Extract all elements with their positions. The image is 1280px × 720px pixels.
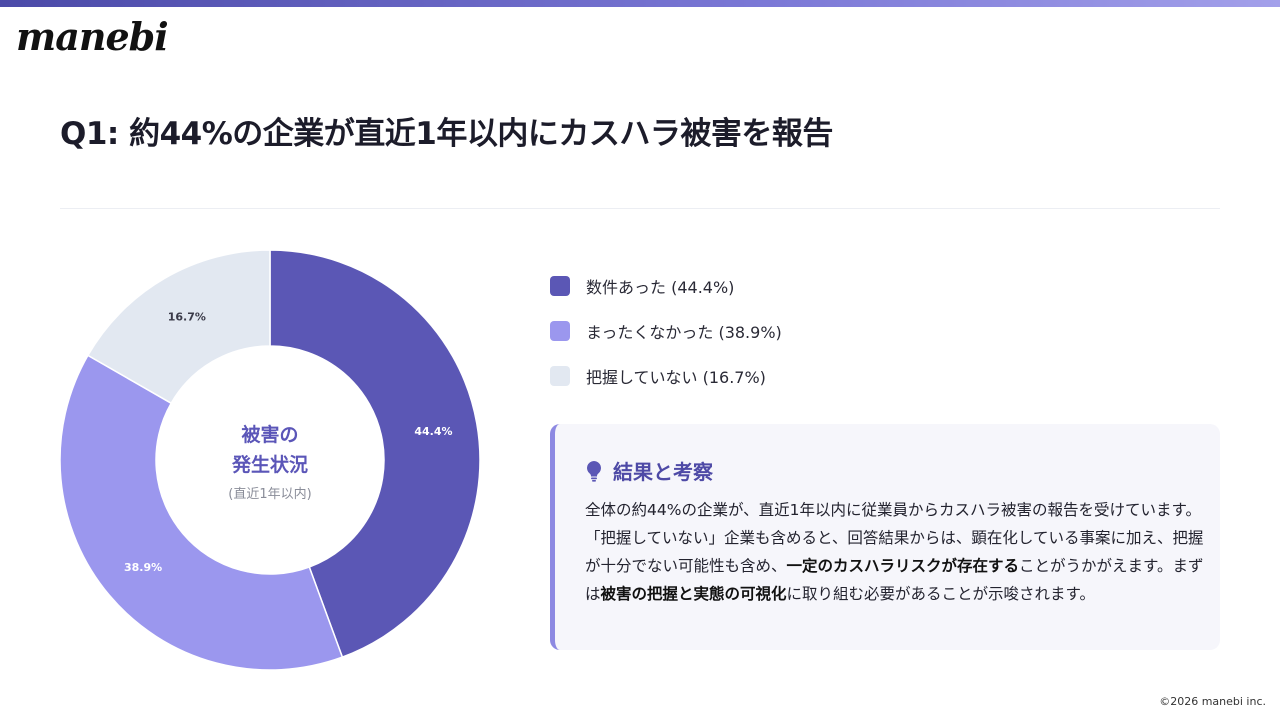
chart-center-title-line2: 発生状況 (231, 454, 308, 476)
insight-emphasis: 被害の把握と実態の可視化 (600, 585, 787, 603)
insight-text: に取り組む必要があることが示唆されます。 (786, 585, 1095, 603)
chart-legend: 数件あった (44.4%) まったくなかった (38.9%) 把握していない (… (550, 272, 782, 407)
slice-data-label: 16.7% (168, 310, 206, 323)
copyright: ©2026 manebi inc. (1159, 695, 1266, 708)
divider (60, 208, 1220, 209)
legend-swatch (550, 276, 570, 296)
legend-label: まったくなかった (38.9%) (586, 323, 782, 342)
top-accent-bar (0, 0, 1280, 7)
insight-panel: 結果と考察 全体の約44%の企業が、直近1年以内に従業員からカスハラ被害の報告を… (550, 424, 1220, 650)
brand-logo: manebi (16, 14, 169, 59)
insight-text: 全体の約44%の企業が、直近1年以内に従業員からカスハラ被害の報告を受けています… (585, 501, 1204, 575)
legend-item: まったくなかった (38.9%) (550, 317, 782, 345)
page-title: Q1: 約44%の企業が直近1年以内にカスハラ被害を報告 (60, 116, 833, 152)
legend-item: 数件あった (44.4%) (550, 272, 782, 300)
donut-slice (86, 249, 271, 405)
legend-item: 把握していない (16.7%) (550, 362, 782, 390)
donut-chart: 44.4% 38.9% 16.7% 被害の 発生状況 (直近1年以内) (50, 240, 490, 680)
insight-text: ことがうかがえます。まずは (585, 557, 1204, 603)
slice-data-label: 38.9% (124, 561, 162, 574)
insight-title: 結果と考察 (613, 460, 713, 484)
legend-label: 数件あった (44.4%) (586, 278, 735, 297)
donut-slice (59, 354, 344, 671)
lightbulb-icon (587, 460, 601, 482)
chart-center-title: 被害の 発生状況 (190, 420, 350, 480)
insight-header: 結果と考察 (585, 456, 713, 485)
donut-chart-svg: 44.4% 38.9% 16.7% (59, 249, 481, 671)
donut-hole (157, 347, 383, 573)
slice-data-label: 44.4% (414, 425, 452, 438)
legend-label: 把握していない (16.7%) (586, 368, 766, 387)
legend-swatch (550, 321, 570, 341)
insight-body: 全体の約44%の企業が、直近1年以内に従業員からカスハラ被害の報告を受けています… (585, 496, 1205, 608)
legend-swatch (550, 366, 570, 386)
insight-emphasis: 一定のカスハラリスクが存在する (786, 557, 1020, 575)
chart-center-subtitle: (直近1年以内) (228, 487, 312, 502)
chart-center-title-line1: 被害の (241, 424, 299, 446)
donut-slice (269, 249, 481, 659)
